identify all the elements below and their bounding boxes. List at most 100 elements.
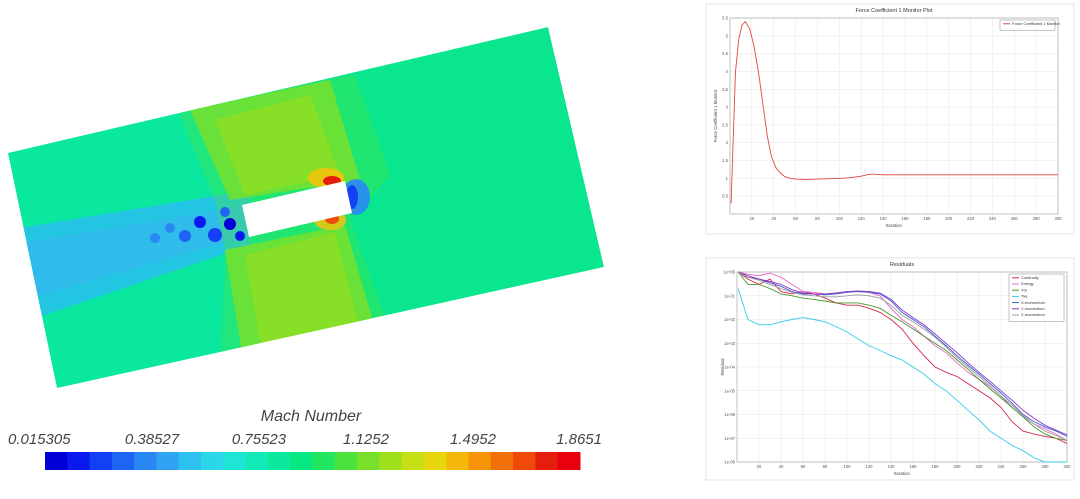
x-tick-label: 160	[910, 464, 918, 469]
x-axis-label: Iteration	[886, 223, 902, 228]
colorbar-title: Mach Number	[261, 408, 362, 425]
y-tick-label: 2	[726, 140, 729, 145]
y-tick-label: 1e+00	[723, 270, 735, 275]
x-tick-label: 120	[858, 216, 866, 221]
x-tick-label: 240	[998, 464, 1006, 469]
chart-title: Residuals	[890, 262, 914, 268]
colorbar-swatch	[312, 452, 336, 470]
colorbar-swatch	[490, 452, 514, 470]
mach-contour-plot	[8, 27, 604, 388]
x-tick-label: 220	[967, 216, 975, 221]
plot-area	[729, 17, 1059, 215]
residuals-chart: Residuals 20 40 60 80 100 120 140 160 180 200 220 24…	[705, 257, 1075, 481]
colorbar-swatch	[290, 452, 313, 470]
y-tick-label: 0.5	[722, 194, 728, 199]
series-line-continuity	[737, 271, 1068, 444]
series-line-tke	[737, 288, 1067, 463]
series-line-z-momentum	[737, 271, 1068, 442]
y-axis-label: Force Coefficient 1 Monitor	[713, 89, 718, 142]
x-tick-label: 40	[779, 464, 784, 469]
colorbar-swatch	[223, 452, 247, 470]
colorbar-swatch	[267, 452, 291, 470]
colorbar-swatch	[201, 452, 224, 470]
series-line-y-momentum	[737, 271, 1068, 436]
colorbar-swatch	[178, 452, 202, 470]
x-tick-label: 260	[1020, 464, 1028, 469]
x-tick-label: 180	[932, 464, 940, 469]
legend-entry: Y-momentum	[1021, 306, 1045, 311]
colorbar-swatch	[134, 452, 157, 470]
colorbar-swatch	[379, 452, 403, 470]
y-tick-label: 4.5	[722, 51, 728, 56]
y-tick-label: 3	[726, 105, 729, 110]
colorbar-swatch	[446, 452, 470, 470]
x-tick-label: 80	[815, 216, 820, 221]
x-tick-label: 60	[793, 216, 798, 221]
y-tick-label: 1	[726, 176, 729, 181]
colorbar-swatch	[357, 452, 380, 470]
x-tick-label: 240	[989, 216, 997, 221]
y-tick-label: 1e-02	[724, 317, 735, 322]
x-tick-label: 300	[1064, 464, 1072, 469]
y-tick-label: 1e-05	[724, 388, 735, 393]
legend-entry: Tdr	[1021, 287, 1028, 292]
x-tick-label: 100	[836, 216, 844, 221]
y-tick-label: 3.5	[722, 87, 728, 92]
chart-title: Force Coefficient 1 Monitor Plot	[856, 8, 933, 14]
colorbar-swatch	[535, 452, 559, 470]
colorbar-swatch	[423, 452, 447, 470]
wake-low-mach-cells	[150, 207, 245, 243]
colorbar-swatch	[401, 452, 425, 470]
colorbar: Mach Number 0.015305 0.38527 0.75523 1.1252…	[8, 408, 602, 470]
x-tick-label: 160	[901, 216, 909, 221]
colorbar-swatch	[111, 452, 135, 470]
force-coefficient-chart: Force Coefficient 1 Monitor Plot 20 40 60 80…	[705, 3, 1075, 235]
y-tick-label: 2.5	[722, 122, 728, 127]
y-tick-label: 1e-06	[724, 412, 735, 417]
x-tick-label: 180	[923, 216, 931, 221]
plot-area	[736, 271, 1068, 463]
colorbar-swatch	[513, 452, 536, 470]
legend-entry: Energy	[1021, 281, 1034, 286]
colorbar-tick-label: 0.015305	[8, 431, 71, 448]
y-tick-label: 1e-04	[724, 365, 735, 370]
colorbar-swatch	[245, 452, 269, 470]
solid-body	[242, 181, 352, 237]
y-tick-label: 5	[726, 33, 729, 38]
y-axis-label: Residual	[720, 358, 725, 375]
x-tick-label: 280	[1033, 216, 1041, 221]
x-tick-label: 200	[954, 464, 962, 469]
x-tick-label: 20	[750, 216, 755, 221]
chart-frame	[705, 3, 1075, 235]
chart-legend: Force Coefficient 1 Monitor	[999, 19, 1061, 31]
legend-entry: X-momentum	[1021, 300, 1046, 305]
colorbar-tick-label: 1.4952	[450, 431, 497, 448]
x-tick-label: 220	[976, 464, 984, 469]
chart-grid	[730, 17, 1059, 214]
y-tick-label: 1e-03	[724, 341, 735, 346]
colorbar-swatch	[334, 452, 358, 470]
x-tick-label: 80	[823, 464, 828, 469]
y-tick-label: 1e-08	[724, 460, 735, 465]
legend-entry: Force Coefficient 1 Monitor	[1012, 21, 1061, 26]
colorbar-swatch	[156, 452, 180, 470]
colorbar-swatch	[468, 452, 492, 470]
colorbar-swatch	[557, 452, 581, 470]
x-tick-label: 300	[1055, 216, 1063, 221]
x-tick-label: 40	[771, 216, 776, 221]
series-line-x-momentum	[737, 271, 1068, 437]
x-tick-label: 100	[844, 464, 852, 469]
y-tick-label: 4	[726, 69, 729, 74]
colorbar-tick-label: 0.38527	[125, 431, 180, 448]
y-tick-label: 1e-07	[724, 436, 735, 441]
y-tick-label: 1.5	[722, 158, 728, 163]
series-line-force-coefficient-1-monitor	[730, 20, 1058, 204]
legend-entry: Tke	[1021, 294, 1028, 299]
x-tick-label: 60	[801, 464, 806, 469]
x-tick-label: 20	[757, 464, 762, 469]
x-tick-label: 280	[1042, 464, 1050, 469]
x-tick-label: 140	[888, 464, 896, 469]
x-tick-label: 260	[1011, 216, 1019, 221]
